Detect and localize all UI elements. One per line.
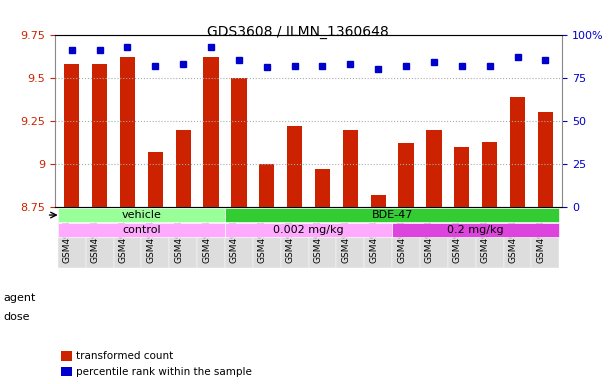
Bar [370, 195, 386, 207]
FancyBboxPatch shape [58, 214, 86, 268]
Bar [287, 126, 302, 207]
Bar [92, 64, 108, 207]
Text: vehicle: vehicle [122, 210, 161, 220]
FancyBboxPatch shape [225, 214, 253, 268]
FancyBboxPatch shape [309, 214, 337, 268]
Bar [538, 112, 553, 207]
FancyBboxPatch shape [114, 214, 141, 268]
FancyBboxPatch shape [532, 214, 559, 268]
Bar [343, 130, 358, 207]
Text: dose: dose [3, 312, 29, 322]
FancyBboxPatch shape [420, 214, 448, 268]
FancyBboxPatch shape [225, 223, 392, 237]
Text: BDE-47: BDE-47 [371, 210, 413, 220]
Text: 0.2 mg/kg: 0.2 mg/kg [447, 225, 504, 235]
FancyBboxPatch shape [448, 214, 476, 268]
FancyBboxPatch shape [280, 214, 309, 268]
Bar [231, 78, 247, 207]
Text: agent: agent [3, 293, 35, 303]
Bar [175, 130, 191, 207]
Bar [259, 164, 274, 207]
Bar [426, 130, 442, 207]
Bar [315, 169, 330, 207]
FancyBboxPatch shape [169, 214, 197, 268]
FancyBboxPatch shape [225, 208, 559, 222]
FancyBboxPatch shape [364, 214, 392, 268]
Text: percentile rank within the sample: percentile rank within the sample [76, 367, 252, 377]
Text: control: control [122, 225, 161, 235]
FancyBboxPatch shape [337, 214, 364, 268]
Bar [120, 57, 135, 207]
FancyBboxPatch shape [58, 223, 225, 237]
Bar [64, 64, 79, 207]
FancyBboxPatch shape [58, 208, 225, 222]
Text: GDS3608 / ILMN_1360648: GDS3608 / ILMN_1360648 [207, 25, 389, 39]
FancyBboxPatch shape [253, 214, 280, 268]
FancyBboxPatch shape [392, 214, 420, 268]
FancyBboxPatch shape [197, 214, 225, 268]
Bar [203, 57, 219, 207]
FancyBboxPatch shape [476, 214, 503, 268]
Bar [148, 152, 163, 207]
FancyBboxPatch shape [141, 214, 169, 268]
Bar [398, 144, 414, 207]
Bar [482, 142, 497, 207]
FancyBboxPatch shape [86, 214, 114, 268]
FancyBboxPatch shape [392, 223, 559, 237]
FancyBboxPatch shape [503, 214, 532, 268]
Text: transformed count: transformed count [76, 351, 174, 361]
Bar [510, 97, 525, 207]
Text: 0.002 mg/kg: 0.002 mg/kg [273, 225, 344, 235]
Bar [454, 147, 469, 207]
